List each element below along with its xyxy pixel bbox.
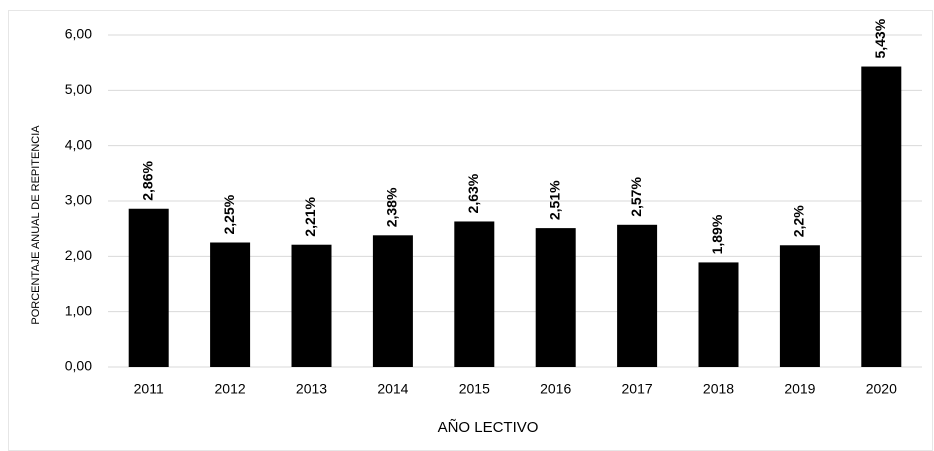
y-tick-label: 4,00 xyxy=(65,136,92,152)
value-label: 1,89% xyxy=(709,214,725,254)
value-label: 2,25% xyxy=(221,194,237,234)
y-tick-label: 6,00 xyxy=(65,26,92,42)
bar xyxy=(698,262,739,367)
value-label: 2,57% xyxy=(628,177,644,217)
bar xyxy=(372,235,413,367)
y-tick-label: 3,00 xyxy=(65,192,92,208)
x-tick-label: 2012 xyxy=(215,381,246,397)
x-tick-label: 2015 xyxy=(459,381,490,397)
x-tick-label: 2019 xyxy=(784,381,815,397)
y-axis-label: PORCENTAJE ANUAL DE REPITENCIA xyxy=(30,125,42,325)
bar xyxy=(454,221,495,367)
x-tick-label: 2017 xyxy=(622,381,653,397)
x-tick-label: 2013 xyxy=(296,381,327,397)
value-label: 2,38% xyxy=(384,187,400,227)
bar xyxy=(210,242,251,367)
x-tick-label: 2011 xyxy=(134,381,164,397)
x-tick-label: 2020 xyxy=(866,381,897,397)
x-tick-label: 2014 xyxy=(377,381,408,397)
y-tick-label: 5,00 xyxy=(65,81,92,97)
x-tick-label: 2016 xyxy=(540,381,571,397)
y-tick-label: 2,00 xyxy=(65,247,92,263)
value-label: 5,43% xyxy=(872,18,888,58)
bar xyxy=(779,245,820,367)
y-tick-label: 0,00 xyxy=(65,358,92,374)
value-label: 2,63% xyxy=(465,173,481,213)
bar xyxy=(617,224,658,367)
value-label: 2,86% xyxy=(139,160,155,200)
bar xyxy=(861,66,902,367)
bar xyxy=(535,228,576,367)
bar xyxy=(291,244,332,367)
y-tick-label: 1,00 xyxy=(65,302,92,318)
value-label: 2,2% xyxy=(791,205,807,237)
x-axis-label: AÑO LECTIVO xyxy=(438,419,539,436)
x-tick-label: 2018 xyxy=(703,381,734,397)
bar xyxy=(128,208,169,367)
value-label: 2,51% xyxy=(546,180,562,220)
value-label: 2,21% xyxy=(302,196,318,236)
